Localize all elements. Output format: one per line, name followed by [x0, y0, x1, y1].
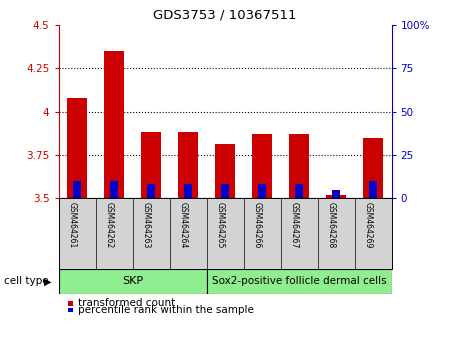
Text: GSM464268: GSM464268: [327, 202, 336, 248]
Text: SKP: SKP: [122, 276, 143, 286]
Bar: [184, 184, 192, 198]
Bar: [104, 51, 124, 198]
Text: GSM464263: GSM464263: [142, 202, 151, 248]
Bar: [178, 132, 198, 198]
Bar: [207, 269, 392, 294]
Text: cell type: cell type: [4, 276, 49, 286]
Bar: [147, 184, 155, 198]
Text: Sox2-positive follicle dermal cells: Sox2-positive follicle dermal cells: [212, 276, 386, 286]
Text: GSM464269: GSM464269: [364, 202, 373, 248]
Text: GSM464262: GSM464262: [105, 202, 114, 248]
Text: percentile rank within the sample: percentile rank within the sample: [78, 305, 254, 315]
Bar: [326, 195, 346, 198]
Bar: [67, 98, 87, 198]
Bar: [363, 137, 383, 198]
Bar: [73, 181, 81, 198]
Text: transformed count: transformed count: [78, 298, 175, 308]
Bar: [258, 184, 266, 198]
Bar: [215, 144, 235, 198]
Bar: [252, 134, 272, 198]
Bar: [332, 190, 340, 198]
Text: GSM464267: GSM464267: [290, 202, 299, 248]
Text: ▶: ▶: [44, 276, 51, 286]
Bar: [110, 181, 118, 198]
Bar: [221, 184, 229, 198]
Bar: [141, 132, 161, 198]
Bar: [289, 134, 309, 198]
Text: GSM464266: GSM464266: [253, 202, 262, 248]
Text: GDS3753 / 10367511: GDS3753 / 10367511: [153, 9, 297, 22]
Bar: [58, 269, 207, 294]
Text: GSM464265: GSM464265: [216, 202, 225, 248]
Text: GSM464264: GSM464264: [179, 202, 188, 248]
Bar: [295, 184, 303, 198]
Text: GSM464261: GSM464261: [68, 202, 77, 248]
Bar: [369, 181, 377, 198]
